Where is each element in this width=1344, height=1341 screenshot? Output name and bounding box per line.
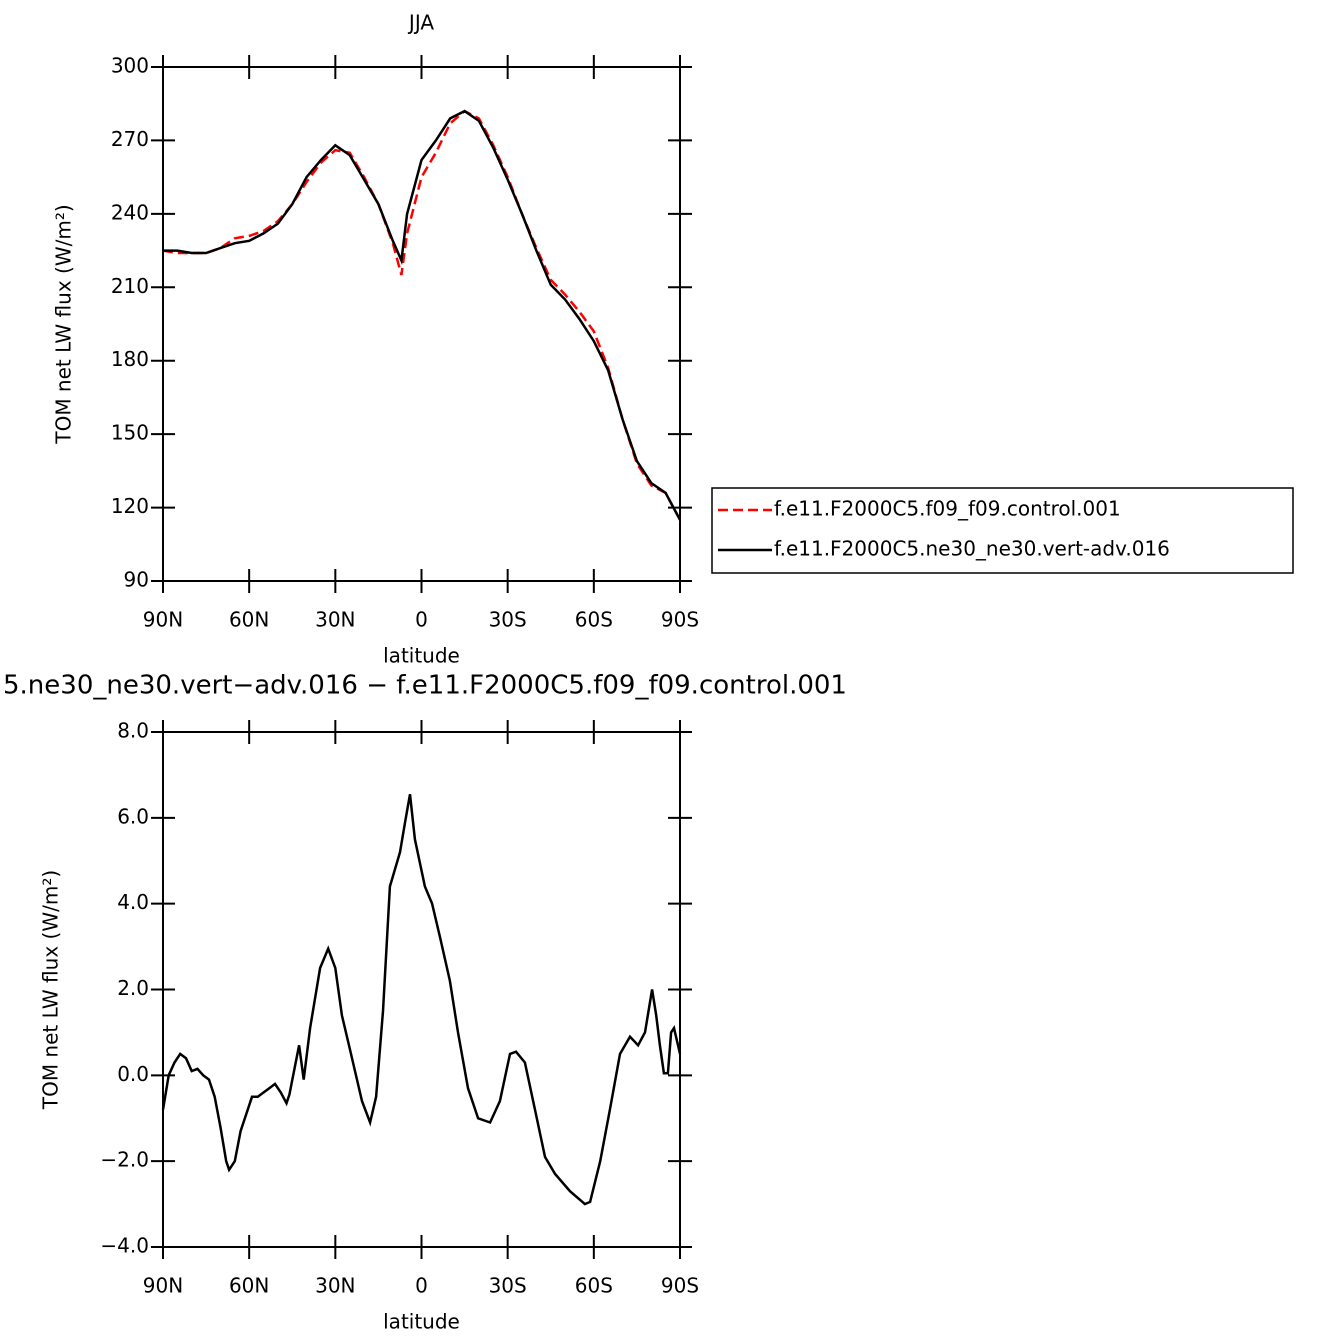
y-tick-label: 210 bbox=[111, 274, 149, 298]
legend-label: f.e11.F2000C5.ne30_ne30.vert-adv.016 bbox=[774, 537, 1170, 561]
y-tick-label: 180 bbox=[111, 347, 149, 371]
y-tick-label: 150 bbox=[111, 421, 149, 445]
data-line bbox=[163, 109, 682, 521]
y-tick-label: 8.0 bbox=[117, 719, 149, 743]
y-tick-label: 270 bbox=[111, 127, 149, 151]
y-tick-label: −4.0 bbox=[100, 1234, 149, 1258]
y-tick-label: 6.0 bbox=[117, 804, 149, 828]
y-axis-label: TOM net LW flux (W/m²) bbox=[39, 870, 63, 1110]
plot-frame bbox=[162, 66, 681, 582]
data-line bbox=[162, 109, 682, 521]
x-tick-label: 60N bbox=[229, 608, 269, 632]
y-tick-label: 300 bbox=[111, 54, 149, 78]
y-tick-label: 0.0 bbox=[117, 1062, 149, 1086]
y-tick-label: 2.0 bbox=[117, 976, 149, 1000]
x-tick-label: 30N bbox=[315, 1274, 355, 1298]
legend-label: f.e11.F2000C5.f09_f09.control.001 bbox=[774, 497, 1121, 521]
y-axis-label: TOM net LW flux (W/m²) bbox=[52, 204, 76, 444]
x-tick-label: 90N bbox=[143, 608, 183, 632]
chart-title: 5.ne30_ne30.vert−adv.016 − f.e11.F2000C5… bbox=[3, 671, 847, 701]
y-tick-label: 4.0 bbox=[117, 890, 149, 914]
plot-frame bbox=[162, 731, 681, 1248]
x-tick-label: 90S bbox=[661, 1274, 699, 1298]
y-tick-label: 120 bbox=[111, 494, 149, 518]
data-line bbox=[161, 793, 682, 1206]
x-axis-label: latitude bbox=[383, 1310, 460, 1334]
x-tick-label: 60S bbox=[575, 1274, 613, 1298]
x-tick-label: 30S bbox=[489, 1274, 527, 1298]
chart-title: JJA bbox=[407, 11, 434, 35]
x-tick-label: 60S bbox=[575, 608, 613, 632]
x-tick-label: 90N bbox=[143, 1274, 183, 1298]
y-tick-label: 90 bbox=[124, 568, 149, 592]
x-tick-label: 90S bbox=[661, 608, 699, 632]
y-tick-label: 240 bbox=[111, 200, 149, 224]
x-tick-label: 30N bbox=[315, 608, 355, 632]
x-tick-label: 0 bbox=[415, 608, 428, 632]
y-tick-label: −2.0 bbox=[100, 1148, 149, 1172]
legend-box bbox=[711, 487, 1294, 574]
x-tick-label: 30S bbox=[489, 608, 527, 632]
x-tick-label: 0 bbox=[415, 1274, 428, 1298]
x-tick-label: 60N bbox=[229, 1274, 269, 1298]
x-axis-label: latitude bbox=[383, 644, 460, 668]
